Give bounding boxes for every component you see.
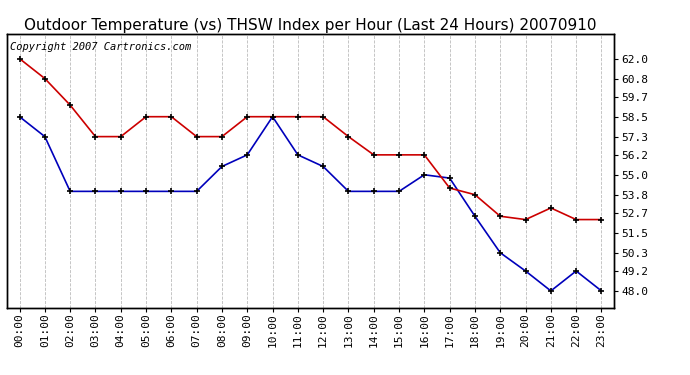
Title: Outdoor Temperature (vs) THSW Index per Hour (Last 24 Hours) 20070910: Outdoor Temperature (vs) THSW Index per … [24, 18, 597, 33]
Text: Copyright 2007 Cartronics.com: Copyright 2007 Cartronics.com [10, 42, 191, 52]
